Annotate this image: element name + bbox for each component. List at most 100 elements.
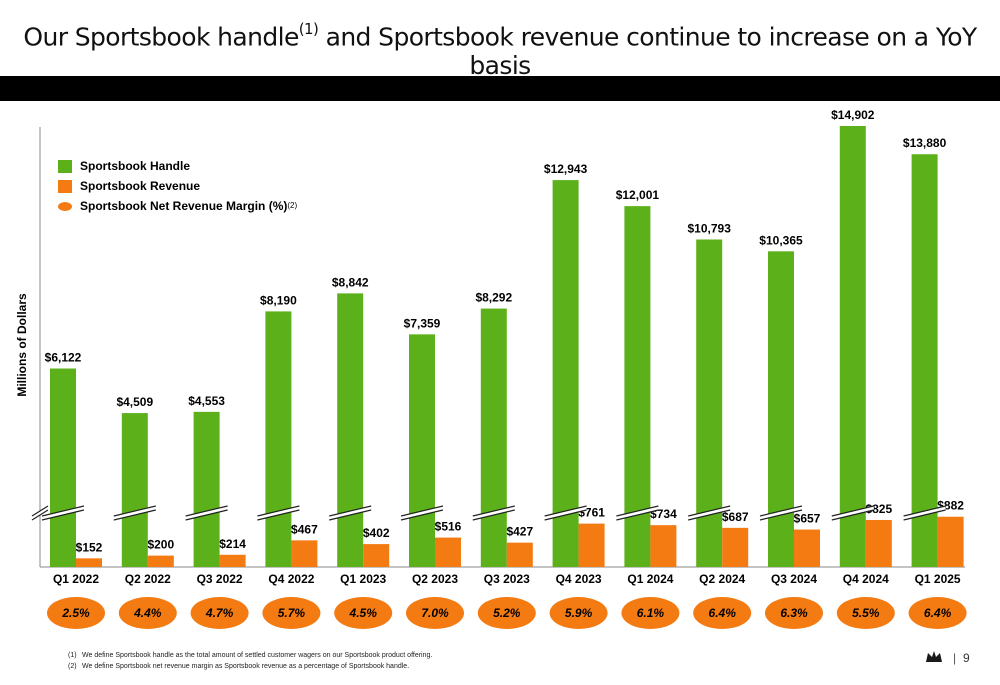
margin-label-q1-2025: 6.4% <box>924 606 952 620</box>
handle-label-q3-2022: $4,553 <box>188 394 225 408</box>
x-tick-label-q2-2022: Q2 2022 <box>125 572 171 586</box>
axis-break-gap-q1-2022 <box>42 506 84 520</box>
page-number: 9 <box>963 651 970 665</box>
handle-bar-q1-2022 <box>50 368 76 567</box>
legend-swatch-margin <box>58 201 72 211</box>
handle-label-q1-2024: $12,001 <box>616 188 660 202</box>
legend-item-revenue: Sportsbook Revenue <box>58 176 297 196</box>
x-tick-label-q4-2023: Q4 2023 <box>556 572 602 586</box>
margin-label-q2-2023: 7.0% <box>421 606 449 620</box>
margin-oval-q4-2023 <box>549 597 608 629</box>
footnotes: (1) We define Sportsbook handle as the to… <box>68 650 432 672</box>
margin-label-q2-2024: 6.4% <box>709 606 737 620</box>
axis-break-line-bottom-q2-2023 <box>400 509 444 521</box>
handle-bar-q4-2022 <box>265 311 292 567</box>
axis-break-gap-q1-2023 <box>329 506 372 520</box>
revenue-label-q1-2022: $152 <box>76 540 103 554</box>
header-band <box>0 76 1000 101</box>
axis-break-gap-q3-2022 <box>185 506 228 520</box>
footnote-2-number: (2) <box>68 663 77 670</box>
revenue-bar-q3-2024 <box>794 529 820 567</box>
page-separator: | <box>953 651 957 665</box>
axis-break-gap-q3-2023 <box>472 506 515 520</box>
handle-bar-q1-2024 <box>624 206 651 567</box>
handle-bar-q1-2025 <box>911 154 938 567</box>
margin-oval-q2-2022 <box>118 597 177 629</box>
axis-break-gap-q3-2024 <box>760 506 802 520</box>
x-tick-label-q2-2024: Q2 2024 <box>699 572 745 586</box>
axis-break-gap-q4-2022 <box>257 506 300 520</box>
axis-break-line-top-q2-2022 <box>113 505 156 517</box>
revenue-label-q2-2023: $516 <box>435 520 462 534</box>
margin-label-q3-2023: 5.2% <box>493 606 521 620</box>
footnote-1: (1) We define Sportsbook handle as the to… <box>68 650 432 661</box>
handle-bar-q2-2022 <box>121 413 148 567</box>
revenue-bar-q4-2023 <box>578 523 605 567</box>
axis-break-line-top-q4-2022 <box>257 505 300 517</box>
revenue-bar-q2-2022 <box>147 555 174 567</box>
handle-label-q4-2023: $12,943 <box>544 162 588 176</box>
page-title: Our Sportsbook handle(1) and Sportsbook … <box>0 20 1000 81</box>
margin-oval-q3-2022 <box>190 597 249 629</box>
handle-bar-q2-2023 <box>409 334 435 567</box>
revenue-bar-q3-2023 <box>506 542 533 567</box>
revenue-label-q3-2022: $214 <box>219 537 246 551</box>
y-axis-break-line-bottom <box>31 509 49 521</box>
x-tick-label-q3-2023: Q3 2023 <box>484 572 530 586</box>
margin-label-q1-2023: 4.5% <box>349 606 378 620</box>
margin-oval-q4-2022 <box>262 597 321 629</box>
legend-item-handle: Sportsbook Handle <box>58 156 297 176</box>
margin-label-q4-2024: 5.5% <box>852 606 880 620</box>
handle-label-q1-2023: $8,842 <box>332 275 369 289</box>
handle-label-q4-2024: $14,902 <box>831 108 875 122</box>
axis-break-line-bottom-q1-2022 <box>41 509 85 521</box>
axis-break-line-bottom-q4-2023 <box>544 509 587 521</box>
axis-break-gap-q2-2024 <box>688 506 731 520</box>
handle-bar-q4-2024 <box>839 126 866 567</box>
legend-footnote-ref: (2) <box>287 200 298 210</box>
handle-label-q2-2024: $10,793 <box>688 221 732 235</box>
footnote-1-number: (1) <box>68 652 77 659</box>
margin-oval-q2-2023 <box>406 597 464 629</box>
footnote-2-text: We define Sportsbook net revenue margin … <box>82 663 410 670</box>
title-rest: and Sportsbook revenue continue to incre… <box>318 22 978 81</box>
handle-bar-q1-2023 <box>337 293 364 567</box>
x-tick-label-q4-2022: Q4 2022 <box>268 572 314 586</box>
handle-bar-q3-2022 <box>193 411 220 567</box>
axis-break-gap-q4-2023 <box>544 506 587 520</box>
handle-bar-q3-2024 <box>768 251 794 567</box>
handle-bar-q4-2023 <box>552 180 579 568</box>
revenue-label-q3-2023: $427 <box>506 525 533 539</box>
crown-logo-icon <box>926 651 942 662</box>
axis-break-line-top-q3-2023 <box>472 505 515 517</box>
footnote-2: (2) We define Sportsbook net revenue marg… <box>68 661 432 672</box>
legend-swatch-handle <box>58 159 72 173</box>
title-main: Our Sportsbook handle <box>23 22 299 52</box>
margin-oval-q2-2024 <box>693 597 752 629</box>
margin-oval-q3-2023 <box>477 597 536 629</box>
revenue-bar-q1-2024 <box>650 525 677 567</box>
revenue-label-q2-2022: $200 <box>147 538 174 552</box>
legend-label-revenue: Sportsbook Revenue <box>80 179 201 193</box>
axis-break-gap-q2-2022 <box>113 506 156 520</box>
handle-label-q2-2022: $4,509 <box>116 395 153 409</box>
legend: Sportsbook Handle Sportsbook Revenue Spo… <box>58 156 297 216</box>
legend-label-handle: Sportsbook Handle <box>80 159 191 173</box>
handle-bar-q2-2024 <box>696 239 723 568</box>
x-tick-label-q2-2023: Q2 2023 <box>412 572 458 586</box>
margin-oval-q1-2025 <box>908 597 967 629</box>
revenue-bar-q2-2023 <box>435 537 461 567</box>
axis-break-line-bottom-q1-2024 <box>616 509 659 521</box>
y-axis-break-gap <box>32 506 48 520</box>
axis-break-line-bottom-q1-2023 <box>329 509 372 521</box>
axis-break-line-top-q1-2022 <box>41 505 85 517</box>
margin-label-q1-2022: 2.5% <box>61 606 90 620</box>
axis-break-line-top-q1-2025 <box>903 505 946 517</box>
chart: $6,122 $152 Q1 2022 2.5% $4,509 $200 Q2 2022 4.… <box>31 108 967 629</box>
handle-label-q3-2023: $8,292 <box>475 291 512 305</box>
x-tick-label-q4-2024: Q4 2024 <box>843 572 889 586</box>
axis-break-line-top-q3-2024 <box>759 505 803 517</box>
handle-label-q4-2022: $8,190 <box>260 293 297 307</box>
axis-break-line-bottom-q2-2022 <box>113 509 156 521</box>
x-tick-label-q1-2023: Q1 2023 <box>340 572 386 586</box>
